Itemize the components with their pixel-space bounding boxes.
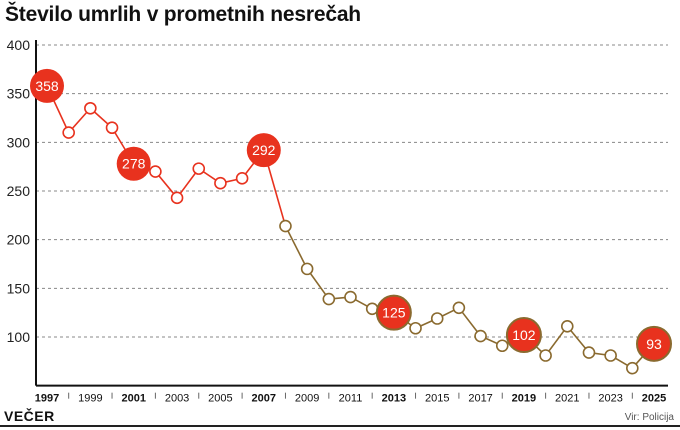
highlight-bubble [505,317,542,354]
data-label: 125 [382,305,406,321]
y-tick-label: 300 [7,134,31,150]
data-label: 292 [252,142,276,158]
data-point [235,172,249,185]
y-tick-label: 350 [7,86,31,102]
y-tick-label: 200 [7,232,31,248]
x-tick-label: 2001 [121,393,145,405]
x-tick-label: 2009 [295,393,319,405]
x-tick-label: 1997 [35,393,59,405]
bottom-rule [0,425,680,427]
data-point [582,346,596,359]
data-point [409,321,422,335]
x-tick-label: 2011 [339,393,363,405]
chart-title: Število umrlih v prometnih nesrečah [5,3,361,26]
highlight-bubble [375,294,412,331]
data-point [279,219,292,233]
data-point [626,361,639,375]
x-tick-label: 2005 [208,393,232,405]
data-point [452,301,466,315]
data-point [214,176,227,190]
data-label: 93 [646,336,662,352]
y-tick-label: 400 [7,37,31,53]
x-tick-label: 2013 [382,393,406,405]
data-label: 358 [35,78,59,94]
data-point [300,262,314,276]
data-label: 278 [122,156,146,172]
data-point [192,162,206,175]
data-point [62,126,75,139]
data-point [430,312,444,325]
highlight-bubble [246,133,281,168]
x-tick-label: 2021 [555,393,579,405]
data-point [105,121,119,135]
x-tick-label: 1999 [78,393,102,405]
highlight-bubble [116,146,151,181]
x-tick-label: 2019 [512,393,536,405]
data-point [149,165,162,178]
x-tick-label: 2007 [252,393,276,405]
data-point [344,290,357,304]
highlight-bubble [636,325,672,362]
line-segment [284,225,308,270]
data-point [539,349,552,362]
x-tick-label: 2023 [598,393,622,405]
line-chart: 100 150 200 250 300 350 400 1997 1999 2001 2003 200… [7,37,672,405]
data-point [495,339,509,353]
y-tick-label: 250 [7,183,31,199]
x-tick-label: 2015 [425,393,449,405]
data-point [84,101,97,115]
vecer-logo: VEČER [4,408,55,424]
data-point [560,319,574,333]
x-tick-label: 2025 [642,393,666,405]
data-label: 102 [512,327,536,343]
y-tick-label: 100 [7,329,31,345]
data-point [322,292,336,306]
data-point [474,329,487,343]
x-tick-label: 2003 [165,393,189,405]
highlight-bubble [30,68,64,103]
x-tick-label: 2017 [468,393,492,405]
data-point [604,349,617,362]
y-tick-label: 150 [7,280,31,296]
data-point [170,191,184,205]
source-note: Vir: Policija [624,412,674,423]
